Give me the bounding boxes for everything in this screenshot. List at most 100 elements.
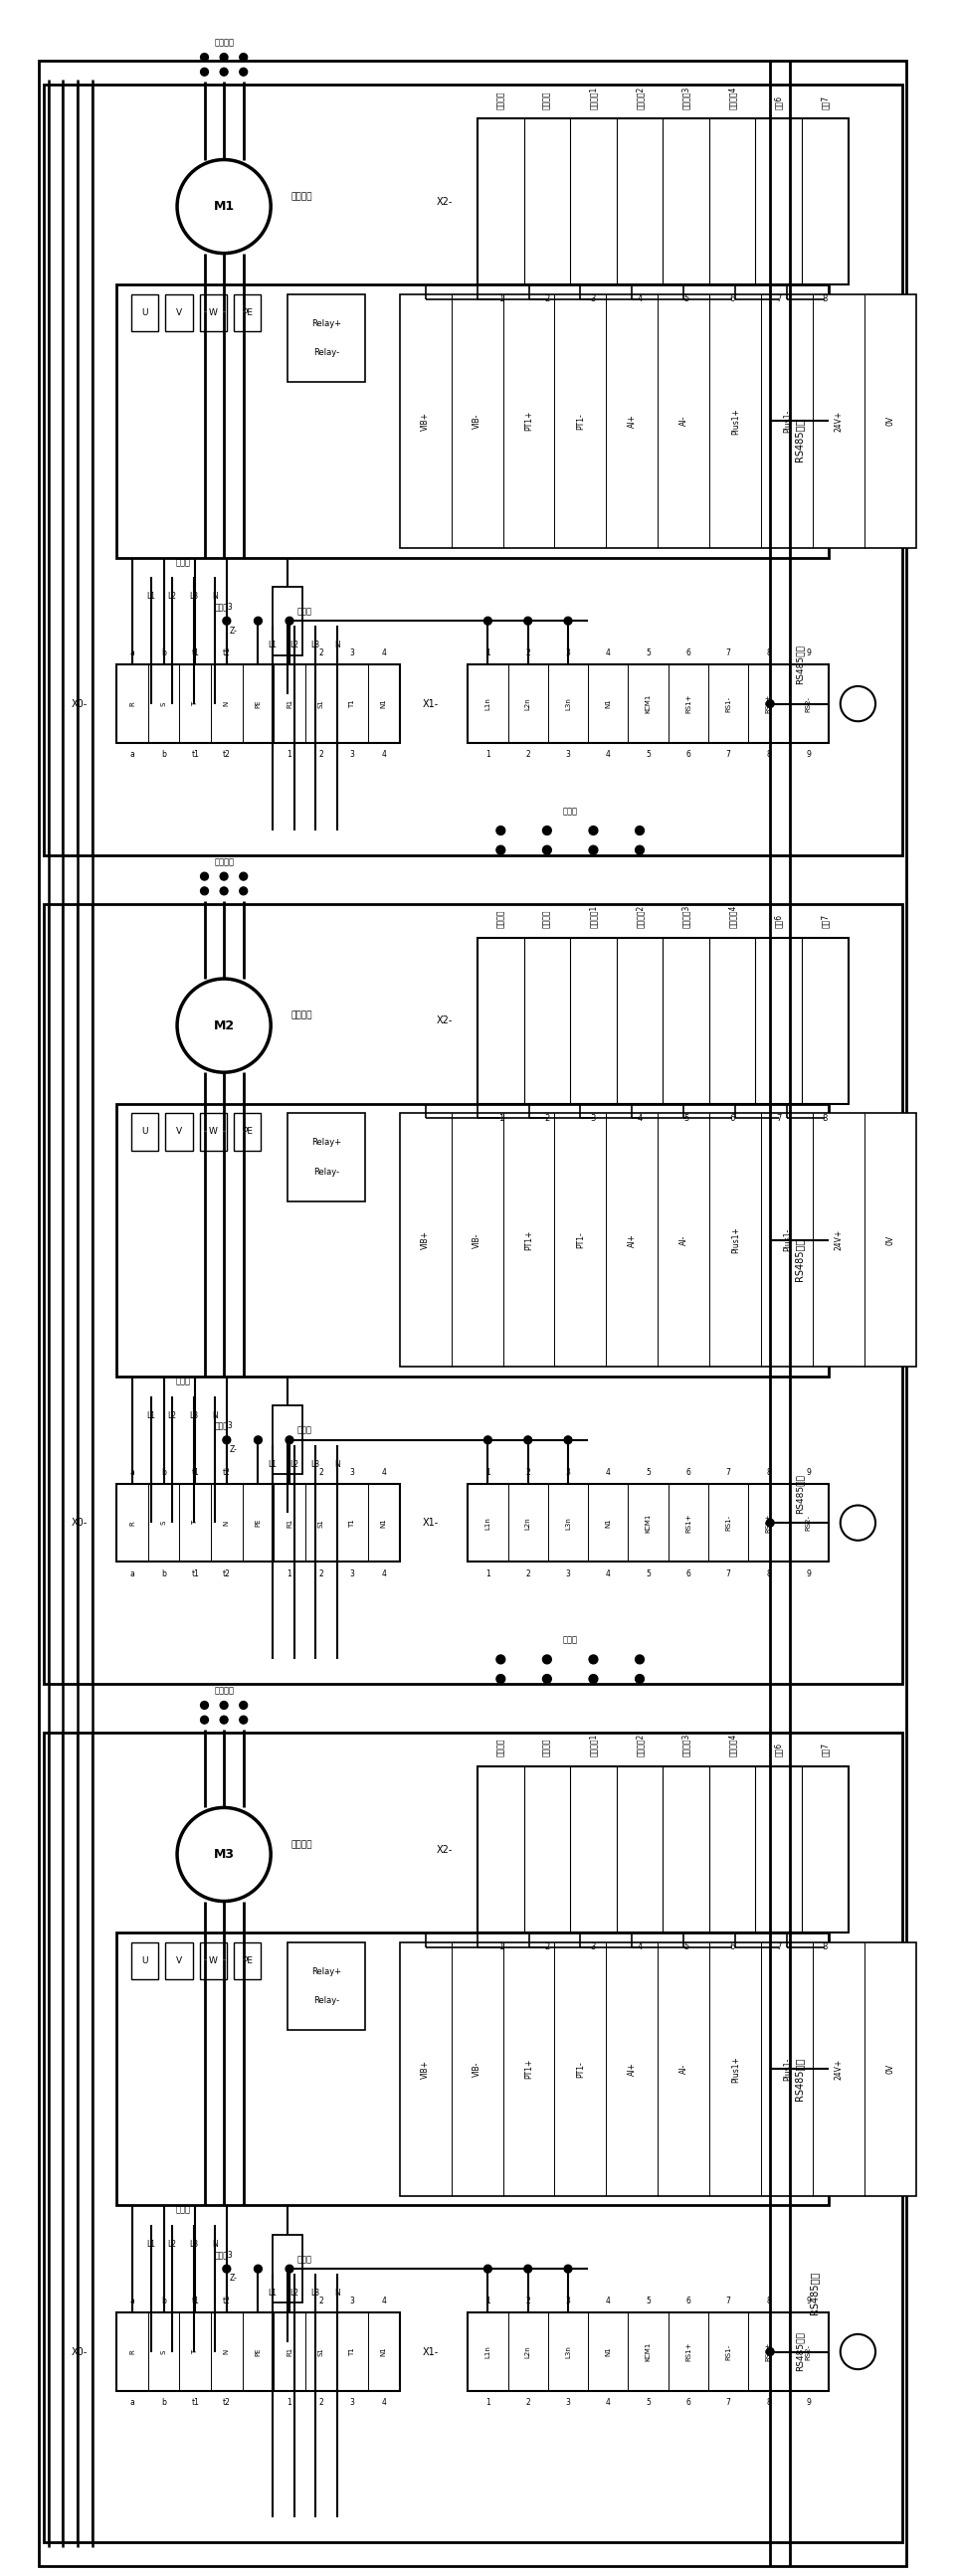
Text: X0-: X0- (71, 698, 87, 708)
Text: 电源线: 电源线 (175, 2205, 191, 2215)
Text: PT1-: PT1- (576, 2061, 585, 2076)
Text: 2: 2 (544, 1113, 550, 1123)
Text: N: N (334, 2287, 340, 2298)
Text: 滤波器3: 滤波器3 (215, 2249, 234, 2259)
Circle shape (496, 26, 505, 36)
Text: VIB-: VIB- (472, 1231, 482, 1247)
Text: 5: 5 (683, 1113, 689, 1123)
Text: X1-: X1- (422, 698, 439, 708)
Text: X0-: X0- (71, 1517, 87, 1528)
Circle shape (496, 845, 505, 855)
Circle shape (177, 1808, 271, 1901)
Bar (117, 2313, 399, 2391)
Text: RS485总线: RS485总线 (795, 1473, 804, 1515)
Bar (468, 2313, 829, 2391)
Text: RS1+: RS1+ (685, 693, 692, 714)
Text: Plus1-: Plus1- (783, 2058, 791, 2081)
Text: AI-: AI- (679, 2063, 688, 2074)
Text: 8: 8 (766, 1468, 771, 1476)
Text: S1: S1 (318, 698, 324, 708)
Text: RS485总线: RS485总线 (794, 1239, 805, 1280)
Text: PE: PE (241, 1955, 253, 1965)
Text: 4: 4 (605, 1569, 610, 1579)
Text: L2n: L2n (525, 1517, 531, 1530)
Circle shape (254, 1435, 262, 1445)
Circle shape (524, 2264, 532, 2272)
Text: L2: L2 (168, 2241, 176, 2249)
Circle shape (635, 1654, 644, 1664)
Text: 8: 8 (822, 294, 828, 304)
Bar (399, 294, 917, 549)
Text: AI+: AI+ (627, 1234, 637, 1247)
Text: 0V: 0V (886, 415, 895, 425)
Text: 6: 6 (730, 1113, 735, 1123)
Text: 8: 8 (822, 1113, 828, 1123)
Circle shape (766, 2347, 774, 2354)
Text: 主轴振动: 主轴振动 (496, 90, 505, 108)
Text: t2: t2 (223, 750, 231, 760)
Circle shape (496, 1654, 505, 1664)
Text: 2: 2 (319, 1569, 323, 1579)
Text: Relay+: Relay+ (311, 1968, 341, 1976)
Circle shape (542, 1654, 552, 1664)
Text: 4: 4 (381, 649, 386, 657)
Text: Plus1-: Plus1- (783, 410, 791, 433)
Text: N: N (223, 701, 230, 706)
Text: 1: 1 (486, 2398, 490, 2406)
Text: L1: L1 (147, 2241, 155, 2249)
Text: 24V+: 24V+ (834, 410, 843, 433)
Text: RS2-: RS2- (806, 2344, 811, 2360)
Circle shape (200, 1700, 208, 1708)
Text: N1: N1 (605, 698, 611, 708)
Text: 点轴振动: 点轴振动 (542, 909, 552, 927)
Bar (287, 1942, 365, 2030)
Bar (117, 1932, 829, 2205)
Text: 轴瓦温度2: 轴瓦温度2 (635, 904, 644, 927)
Text: 1: 1 (287, 2298, 292, 2306)
Circle shape (524, 618, 532, 626)
Text: a: a (130, 750, 135, 760)
Text: Plus1-: Plus1- (783, 1229, 791, 1252)
Text: 轴瓦温度3: 轴瓦温度3 (681, 1734, 691, 1757)
Text: 轴瓦温度4: 轴瓦温度4 (728, 1734, 737, 1757)
Text: PE: PE (255, 1520, 262, 1528)
Text: W: W (209, 309, 217, 317)
Text: 7: 7 (726, 649, 731, 657)
Text: Z-: Z- (230, 1445, 238, 1455)
Text: 4: 4 (637, 1942, 642, 1953)
Text: L3n: L3n (565, 2344, 571, 2357)
Text: RS2+: RS2+ (765, 2342, 771, 2362)
Text: 6: 6 (730, 1942, 735, 1953)
Text: N: N (223, 2349, 230, 2354)
Text: 轴瓦6: 轴瓦6 (774, 95, 783, 108)
Text: N: N (213, 2241, 218, 2249)
Text: 7: 7 (726, 750, 731, 760)
Circle shape (635, 827, 644, 835)
Text: 4: 4 (605, 750, 610, 760)
Text: 4: 4 (605, 1468, 610, 1476)
Text: L3: L3 (189, 2241, 198, 2249)
Circle shape (589, 845, 598, 855)
Text: 轴瓦7: 轴瓦7 (820, 914, 830, 927)
Text: b: b (161, 1468, 167, 1476)
Text: b: b (161, 1569, 167, 1579)
Bar (166, 294, 193, 332)
Text: L1: L1 (147, 1412, 155, 1419)
Bar (43, 85, 901, 855)
Circle shape (177, 979, 271, 1072)
Circle shape (177, 160, 271, 252)
Bar (131, 1113, 159, 1151)
Bar (477, 1767, 848, 1932)
Circle shape (564, 2264, 572, 2272)
Text: S: S (161, 701, 167, 706)
Text: 7: 7 (726, 1468, 731, 1476)
Text: 3: 3 (591, 1113, 596, 1123)
Text: 3: 3 (591, 294, 596, 304)
Text: PT1-: PT1- (576, 412, 585, 430)
Text: 轴瓦温度2: 轴瓦温度2 (635, 85, 644, 108)
Bar (43, 904, 901, 1685)
Circle shape (254, 2264, 262, 2272)
Text: X1-: X1- (422, 1517, 439, 1528)
Text: RS485总线: RS485总线 (810, 2272, 819, 2316)
Text: T1: T1 (350, 701, 355, 708)
